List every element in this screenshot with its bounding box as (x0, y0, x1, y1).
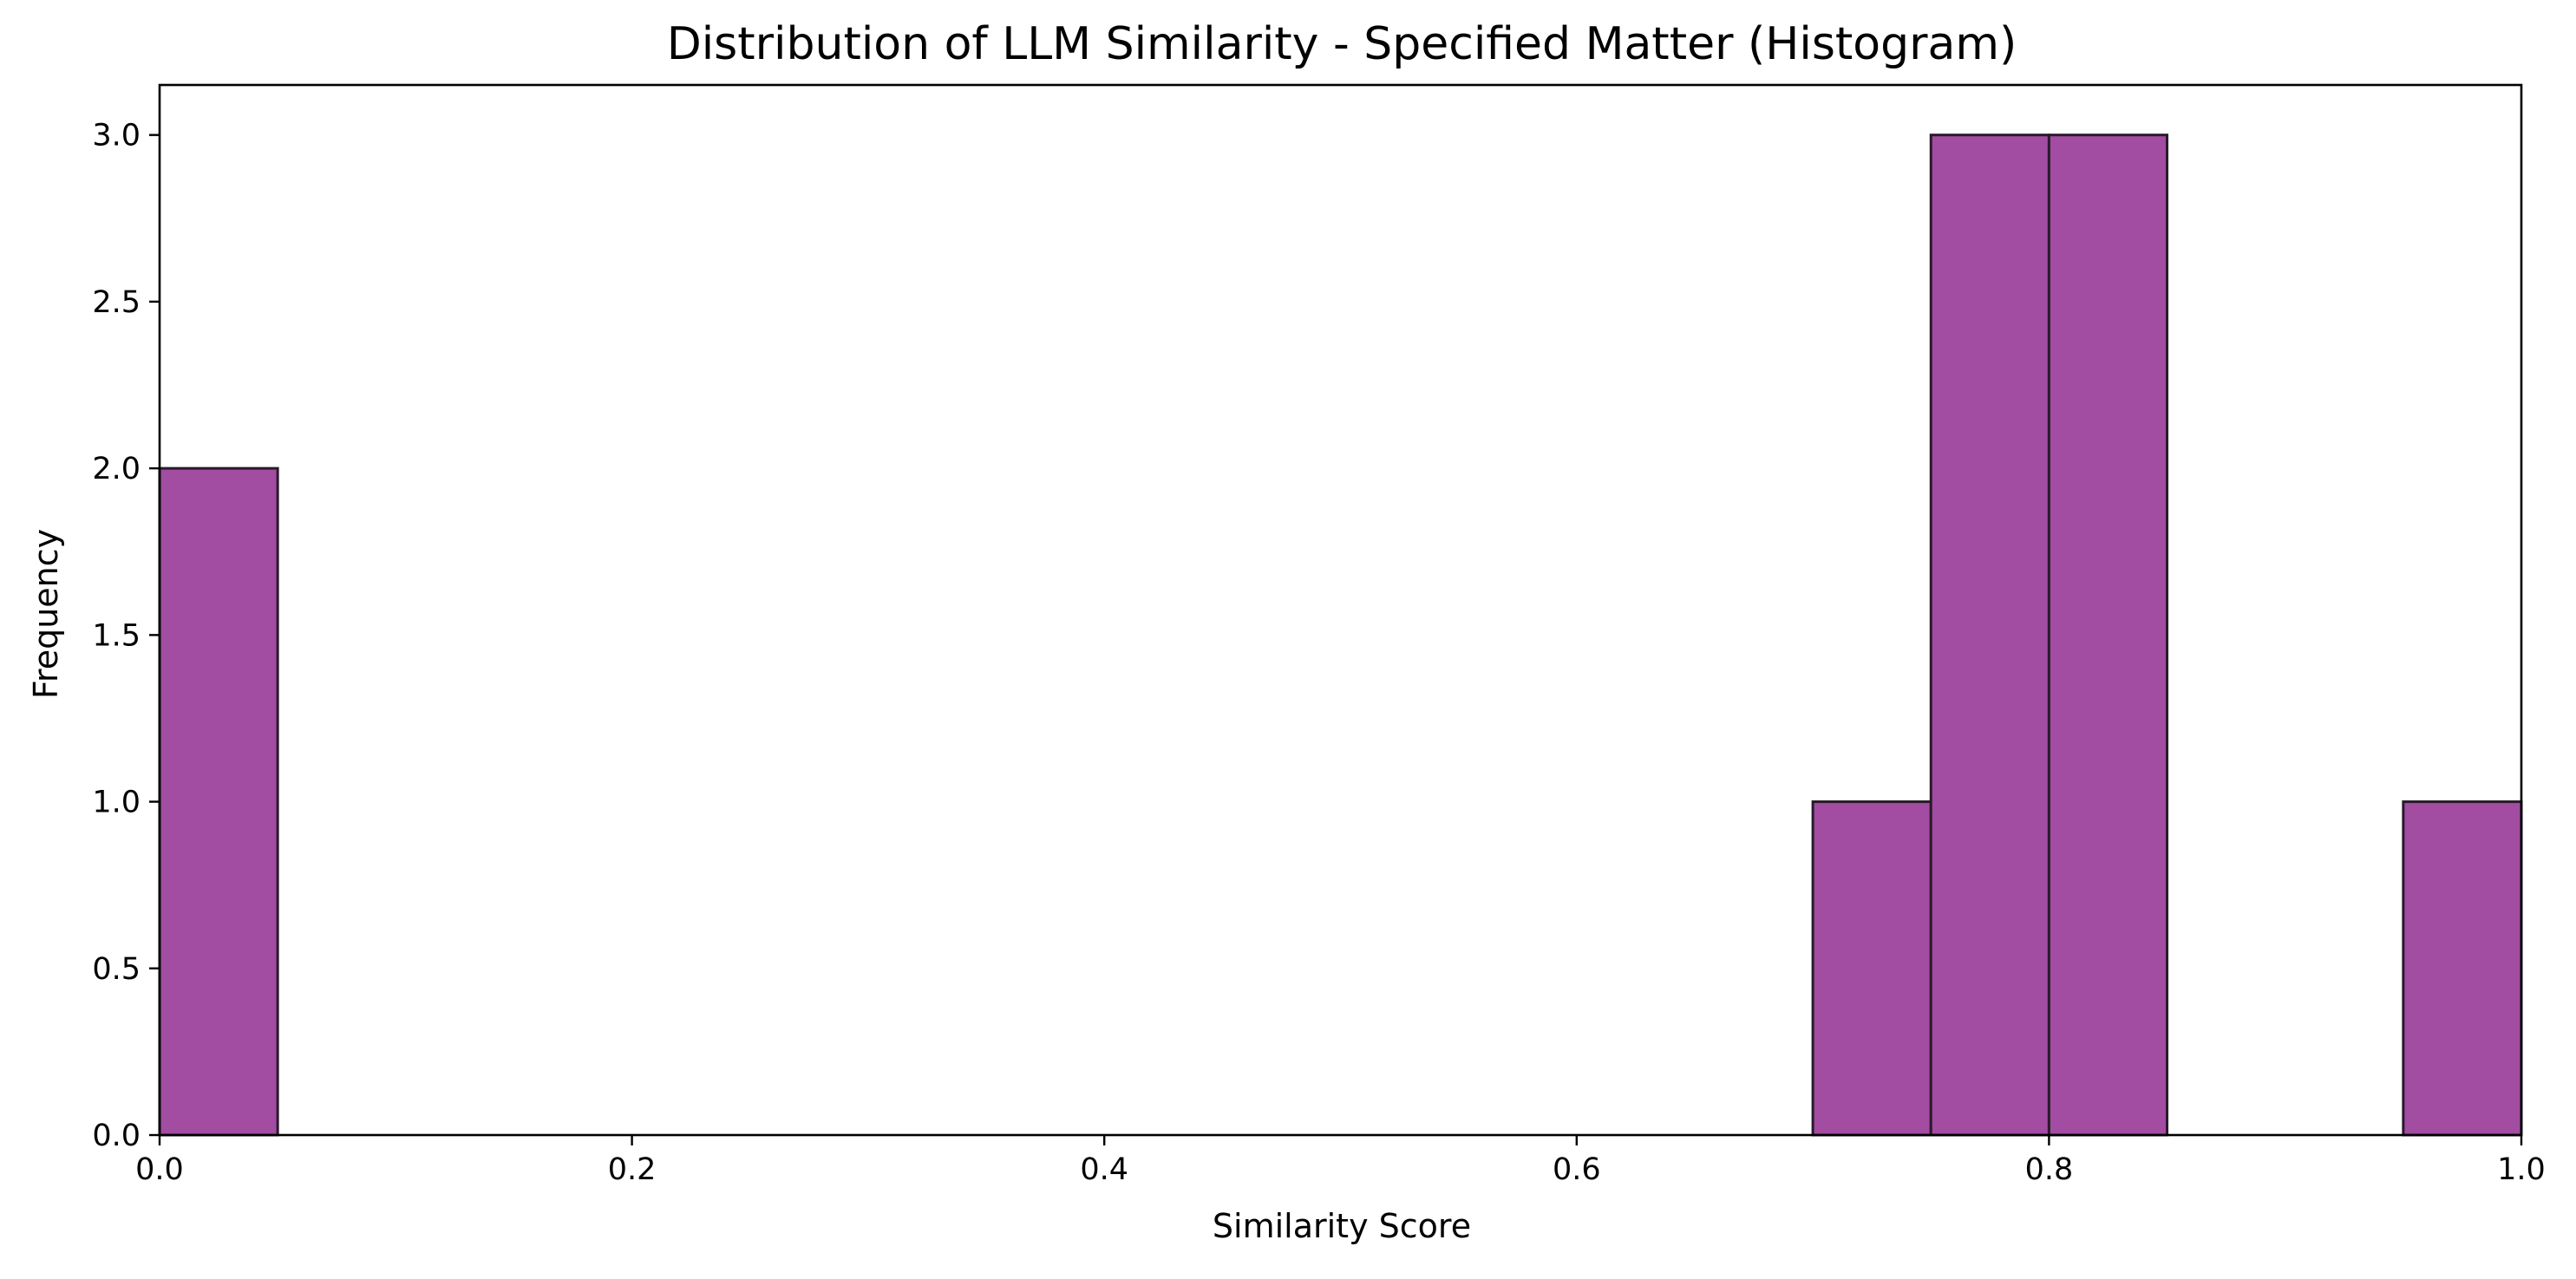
y-tick-label: 0.5 (92, 952, 141, 987)
x-tick-label: 0.8 (2025, 1152, 2074, 1187)
x-tick-label: 0.2 (608, 1152, 657, 1187)
histogram-bar (2402, 800, 2523, 1137)
chart-title: Distribution of LLM Similarity - Specifi… (667, 18, 2017, 70)
histogram-bar (1811, 800, 1932, 1137)
histogram-bar (158, 467, 279, 1137)
histogram-bar (1929, 134, 2050, 1137)
y-tick-label: 0.0 (92, 1119, 141, 1153)
y-tick-label: 1.0 (92, 786, 141, 820)
axes-frame (158, 83, 2523, 1137)
y-tick-label: 2.0 (92, 452, 141, 486)
x-tick-label: 0.4 (1080, 1152, 1128, 1187)
x-tick-label: 0.0 (135, 1152, 184, 1187)
y-tick-label: 2.5 (92, 285, 141, 320)
histogram-bar (2047, 134, 2169, 1137)
x-tick-label: 0.6 (1553, 1152, 1601, 1187)
y-axis-label: Frequency (27, 529, 65, 699)
x-axis-label: Similarity Score (1213, 1207, 1471, 1245)
plot-area: 0.0 0.2 0.4 0.6 0.8 1.0 0.0 0.5 1.0 1.5 2.0 2.5 3.0 (92, 83, 2546, 1187)
y-tick-label: 1.5 (92, 618, 141, 653)
y-tick-label: 3.0 (92, 119, 141, 153)
x-tick-label: 1.0 (2497, 1152, 2546, 1187)
